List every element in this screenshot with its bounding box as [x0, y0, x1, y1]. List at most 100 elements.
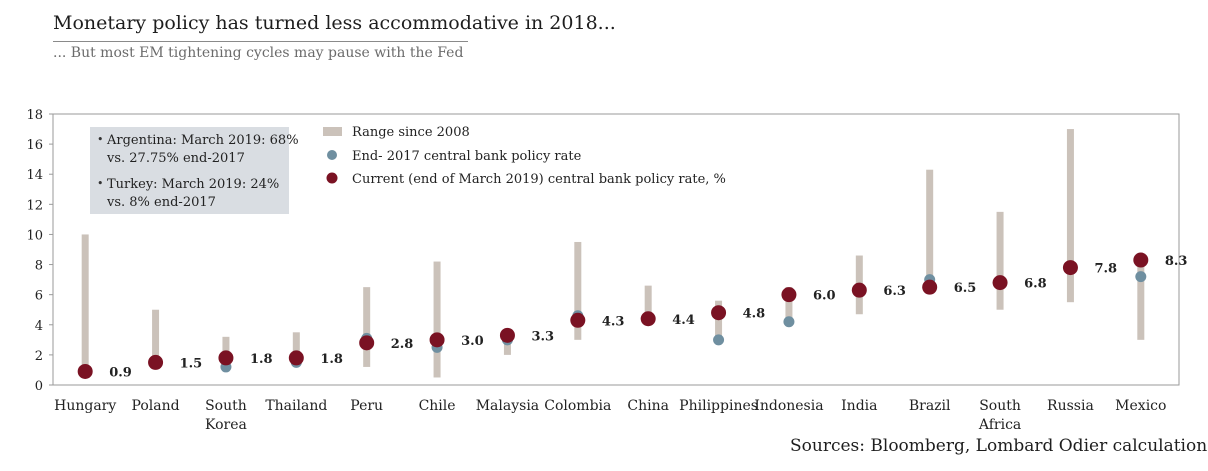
range-bar [433, 261, 441, 378]
range-bar [1066, 129, 1074, 303]
y-tick-label: 2 [35, 349, 43, 364]
range-bar [644, 285, 652, 321]
x-tick-label: South [979, 398, 1021, 414]
current-rate-marker [922, 279, 938, 295]
x-tick-label: India [841, 398, 877, 414]
y-tick-label: 12 [26, 198, 43, 213]
annotation-line: Turkey: March 2019: 24% [107, 177, 279, 192]
data-label: 0.9 [109, 365, 132, 380]
plot-frame [52, 113, 1180, 386]
y-tick-label: 4 [35, 319, 43, 334]
current-rate-marker [992, 275, 1008, 291]
x-tick-label: China [627, 398, 669, 414]
x-tick-label: Malaysia [476, 398, 539, 414]
data-label: 6.5 [954, 281, 977, 296]
annotation-background [90, 127, 289, 214]
data-label: 7.8 [1094, 262, 1117, 277]
range-bar [715, 300, 723, 340]
annotation-bullet: • [97, 133, 104, 146]
end2017-rate-marker [783, 316, 795, 328]
current-rate-marker [781, 287, 797, 303]
y-axis: 0 2 4 6 8 10 12 14 16 18 [26, 108, 53, 394]
data-label: 8.3 [1165, 254, 1188, 269]
annotation-line: vs. 8% end-2017 [106, 195, 216, 210]
current-rate-marker [1133, 252, 1149, 268]
x-tick-label: Chile [419, 398, 456, 414]
title-divider [53, 41, 468, 42]
x-tick-label: Russia [1047, 398, 1094, 414]
source-note: Sources: Bloomberg, Lombard Odier calcul… [790, 436, 1208, 456]
current-rate-marker [218, 350, 234, 366]
legend-range-swatch [323, 127, 342, 136]
x-tick-label: Thailand [265, 398, 327, 414]
range-bar [152, 309, 160, 363]
y-tick-label: 16 [26, 138, 43, 153]
data-label: 1.5 [180, 356, 203, 371]
current-rate-marker [1062, 260, 1078, 276]
range-bar [363, 287, 371, 367]
legend-current-label: Current (end of March 2019) central bank… [352, 172, 726, 187]
current-rate-marker [359, 335, 375, 351]
current-rate-marker [711, 305, 727, 321]
current-rate-marker [851, 282, 867, 298]
data-label: 3.3 [531, 329, 554, 344]
data-label: 1.8 [320, 352, 343, 367]
annotation-line: Argentina: March 2019: 68% [106, 133, 299, 148]
current-rate-marker [429, 332, 445, 348]
current-rate-marker [640, 311, 656, 327]
annotation-line: vs. 27.75% end-2017 [106, 151, 245, 166]
legend-current-marker [326, 172, 338, 184]
x-tick-label: Poland [132, 398, 180, 414]
end2017-rate-marker [713, 334, 725, 346]
x-tick-label: Mexico [1115, 398, 1166, 414]
x-tick-label: Africa [978, 417, 1021, 433]
end2017-rate-marker [1135, 271, 1147, 283]
x-tick-label: Hungary [54, 398, 116, 414]
data-label: 6.3 [883, 284, 906, 299]
legend-range-label: Range since 2008 [352, 125, 470, 140]
range-bar [785, 287, 793, 322]
x-tick-label: Philippines [679, 398, 758, 414]
x-tick-label: South [205, 398, 247, 414]
y-tick-label: 6 [35, 289, 43, 304]
range-bar [81, 234, 89, 373]
current-rate-marker [570, 312, 586, 328]
data-label: 1.8 [250, 352, 273, 367]
x-tick-label: Brazil [909, 398, 951, 414]
data-labels: 0.9 1.5 1.8 1.8 2.8 3.0 3.3 4.3 4.4 4.8 6.0 6.3 6.5 6… [109, 254, 1187, 380]
data-label: 4.4 [672, 313, 695, 328]
chart-title: Monetary policy has turned less accommod… [53, 12, 616, 34]
x-axis: Hungary Poland South Korea Thailand Peru Chile… [54, 398, 1166, 433]
range-bar [1137, 260, 1145, 340]
current-markers [77, 252, 1149, 379]
data-label: 6.8 [1024, 277, 1047, 292]
data-label: 4.8 [743, 307, 766, 322]
range-bar [292, 332, 300, 363]
chart-subtitle: ... But most EM tightening cycles may pa… [53, 45, 464, 61]
y-tick-label: 18 [26, 108, 43, 123]
x-tick-label: Colombia [544, 398, 611, 414]
current-rate-marker [499, 327, 515, 343]
current-rate-marker [77, 363, 93, 379]
range-bar [996, 211, 1004, 310]
data-label: 4.3 [602, 314, 625, 329]
current-rate-marker [288, 350, 304, 366]
data-label: 6.0 [813, 289, 836, 304]
legend-end2017-marker [327, 150, 337, 160]
current-rate-marker [148, 354, 164, 370]
range-bar [574, 241, 582, 340]
range-bar [926, 169, 934, 289]
y-tick-label: 8 [35, 259, 43, 274]
data-label: 2.8 [391, 337, 414, 352]
legend: Range since 2008 End- 2017 central bank … [323, 125, 726, 187]
x-tick-label: Peru [350, 398, 383, 414]
annotation-bullet: • [97, 177, 104, 190]
legend-end2017-label: End- 2017 central bank policy rate [352, 149, 582, 164]
x-tick-label: Korea [205, 417, 247, 433]
annotation-box: • Argentina: March 2019: 68% vs. 27.75% … [90, 127, 299, 214]
y-tick-label: 10 [26, 228, 43, 243]
y-tick-label: 14 [26, 168, 43, 183]
data-label: 3.0 [461, 334, 484, 349]
y-tick-label: 0 [35, 379, 43, 394]
